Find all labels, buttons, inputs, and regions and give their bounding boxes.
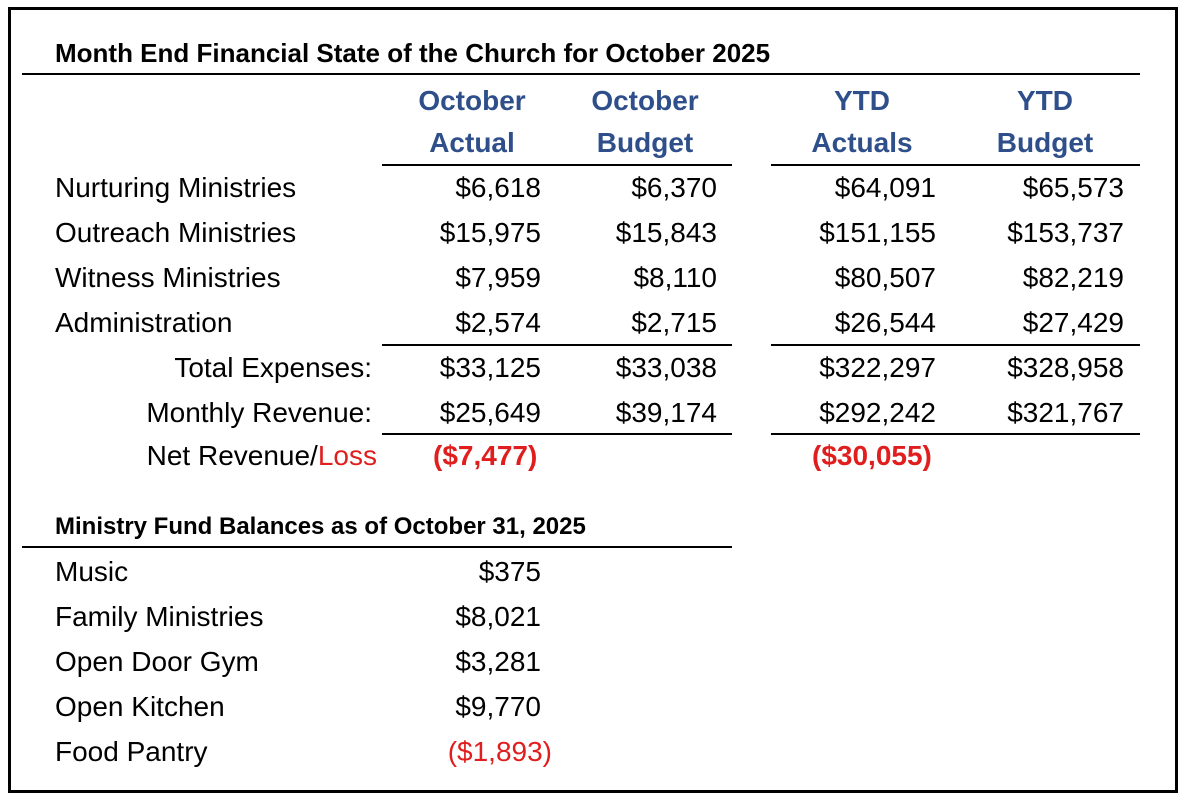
october-actual-cell: $7,959 (455, 262, 541, 293)
ytd-actuals-cell: $151,155 (819, 217, 936, 248)
october-budget-cell: $6,370 (631, 172, 717, 203)
october-budget-cell: $39,174 (615, 397, 717, 428)
ytd-budget-cell: $328,958 (1007, 352, 1124, 383)
ytd-budget-cell: $65,573 (1022, 172, 1124, 203)
ytd-actuals-cell: $322,297 (819, 352, 936, 383)
header-rule-october (382, 164, 732, 166)
october-budget-cell: $8,110 (633, 262, 717, 293)
header-rule-ytd (771, 164, 1140, 166)
fund-label: Family Ministries (55, 601, 264, 632)
col-header-line2: Budget (996, 127, 1094, 158)
col-header-october-budget: October Budget (555, 80, 735, 164)
fund-value: $3,281 (455, 646, 541, 677)
fund-value: ($1,893) (447, 736, 552, 767)
october-budget-cell: $2,715 (631, 307, 717, 338)
fund-balances-title: Ministry Fund Balances as of October 31,… (55, 513, 586, 540)
ytd-budget-cell: $321,767 (1007, 397, 1124, 428)
october-actual-cell: $6,618 (455, 172, 541, 203)
net-revenue-label: Net Revenue/Loss (55, 439, 377, 473)
title-underline (22, 73, 1140, 75)
october-budget-cell: $15,843 (615, 217, 717, 248)
october-actual-cell: $25,649 (439, 397, 541, 428)
net-revenue-label-text: Net Revenue/ (146, 440, 318, 471)
row-label: Outreach Ministries (55, 217, 297, 248)
col-header-line1: October (418, 85, 526, 116)
report-title: Month End Financial State of the Church … (55, 38, 771, 68)
col-header-line1: YTD (1017, 85, 1073, 116)
col-header-line2: Budget (596, 127, 694, 158)
row-label: Nurturing Ministries (55, 172, 297, 203)
col-header-line1: YTD (834, 85, 890, 116)
october-actual-cell: $33,125 (439, 352, 541, 383)
fund-value: $8,021 (455, 601, 541, 632)
report-frame (8, 7, 1178, 793)
ytd-actuals-cell: $292,242 (819, 397, 936, 428)
fund-label: Music (55, 556, 129, 587)
col-header-ytd-budget: YTD Budget (955, 80, 1135, 164)
ytd-budget-cell: $82,219 (1022, 262, 1124, 293)
ytd-budget-cell: $153,737 (1007, 217, 1124, 248)
row-label: Administration (55, 307, 233, 338)
fund-value: $375 (478, 556, 541, 587)
october-actual-cell: $2,574 (455, 307, 541, 338)
subtotal-rule-ytd (771, 344, 1140, 346)
net-october-actual-value: ($7,477) (433, 440, 538, 471)
fund-label: Food Pantry (55, 736, 208, 767)
net-ytd-actuals-value: ($30,055) (812, 440, 932, 471)
total-expenses-label: Total Expenses: (174, 352, 372, 383)
fund-value: $9,770 (455, 691, 541, 722)
monthly-revenue-label: Monthly Revenue: (146, 397, 372, 428)
net-loss-label-text: Loss (317, 440, 377, 471)
col-header-ytd-actuals: YTD Actuals (772, 80, 952, 164)
ytd-actuals-cell: $26,544 (834, 307, 936, 338)
october-actual-cell: $15,975 (439, 217, 541, 248)
net-rule-ytd (771, 433, 1140, 435)
fund-balances-underline (22, 546, 732, 548)
ytd-actuals-cell: $64,091 (834, 172, 936, 203)
ytd-budget-cell: $27,429 (1022, 307, 1124, 338)
october-budget-cell: $33,038 (615, 352, 717, 383)
fund-label: Open Kitchen (55, 691, 225, 722)
subtotal-rule-october (382, 344, 732, 346)
col-header-line2: Actuals (811, 127, 913, 158)
col-header-october-actual: October Actual (382, 80, 562, 164)
fund-label: Open Door Gym (55, 646, 259, 677)
ytd-actuals-cell: $80,507 (834, 262, 936, 293)
col-header-line1: October (591, 85, 699, 116)
col-header-line2: Actual (429, 127, 515, 158)
net-rule-october (382, 433, 732, 435)
row-label: Witness Ministries (55, 262, 281, 293)
